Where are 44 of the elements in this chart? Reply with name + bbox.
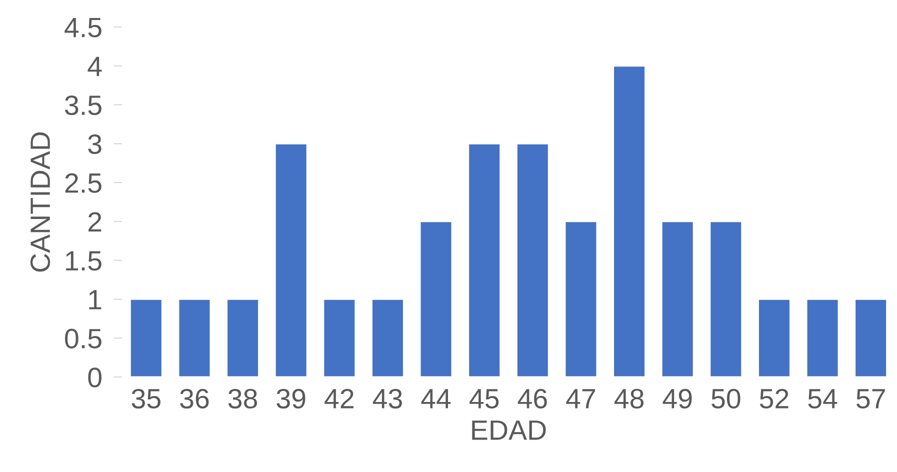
bar [371,298,404,377]
y-tick-label: 4.5 [64,18,102,38]
bar [130,298,163,377]
x-axis-title: EDAD [472,420,546,440]
x-tick-label: 39 [276,388,306,409]
y-tick-label: 0 [88,368,102,388]
x-tick-label: 46 [518,388,547,409]
bar [419,220,453,377]
x-tick-label: 44 [421,389,451,408]
x-tick-label: 54 [808,389,838,409]
bar [660,220,694,377]
y-tick-label: 4 [88,56,102,76]
y-tick-label: 3.5 [65,95,102,116]
bar [612,65,646,377]
y-tick-label: 2 [88,212,102,232]
bar [758,298,791,377]
y-axis-title: CANTIDAD [30,132,50,272]
x-tick-label: 48 [614,388,644,409]
x-tick-label: 35 [132,388,160,409]
bar [274,142,308,377]
x-tick-label: 47 [566,389,596,408]
bar [516,142,550,377]
bar [564,220,598,377]
bar [854,298,888,377]
x-tick-label: 42 [324,388,354,408]
bar [226,298,260,377]
bar [806,298,840,377]
x-tick-label: 57 [856,389,885,409]
bar [709,220,743,377]
x-tick-label: 50 [712,388,740,409]
y-tick-label: 2.5 [65,173,102,193]
x-tick-label: 43 [372,388,402,409]
y-tick-label: 1.5 [66,251,102,271]
bar [322,298,356,377]
x-tick-label: 36 [180,388,209,409]
bar [178,298,212,377]
bar [468,142,501,377]
x-tick-label: 38 [228,388,258,409]
y-tick-label: 3 [88,134,102,154]
y-tick-label: 1 [89,290,102,310]
y-tick-label: 0.5 [65,328,102,348]
x-tick-label: 49 [662,388,692,409]
x-tick-label: 45 [470,389,499,409]
x-tick-label: 52 [760,388,788,409]
